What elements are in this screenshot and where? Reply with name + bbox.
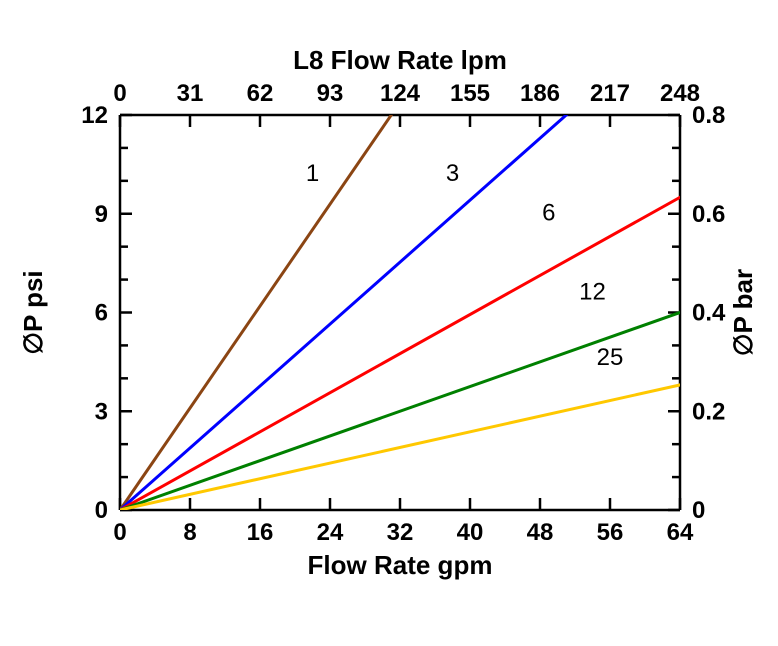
- series-label: 1: [306, 160, 319, 187]
- x-top-tick-label: 62: [247, 80, 274, 107]
- x-top-tick-label: 124: [380, 80, 421, 107]
- x-bottom-tick-label: 24: [317, 519, 344, 546]
- y-right-tick-label: 0.8: [692, 102, 725, 129]
- right-axis-title: ∅P bar: [728, 269, 758, 356]
- x-bottom-tick-label: 16: [247, 519, 274, 546]
- x-top-tick-label: 93: [317, 80, 344, 107]
- flow-rate-pressure-chart: 0816243240485664031629312415518621724803…: [0, 0, 778, 646]
- y-left-tick-label: 0: [95, 497, 108, 524]
- y-right-tick-label: 0.2: [692, 398, 725, 425]
- y-right-tick-label: 0: [692, 497, 705, 524]
- x-bottom-tick-label: 48: [527, 519, 554, 546]
- x-top-tick-label: 0: [113, 80, 126, 107]
- x-top-tick-label: 31: [177, 80, 204, 107]
- y-left-tick-label: 9: [95, 201, 108, 228]
- y-right-tick-label: 0.6: [692, 201, 725, 228]
- x-bottom-tick-label: 64: [667, 519, 694, 546]
- x-bottom-tick-label: 0: [113, 519, 126, 546]
- y-right-tick-label: 0.4: [692, 300, 726, 327]
- series-label: 12: [579, 278, 606, 305]
- y-left-tick-label: 6: [95, 300, 108, 327]
- left-axis-title: ∅P psi: [18, 270, 48, 354]
- x-bottom-tick-label: 56: [597, 519, 624, 546]
- x-bottom-tick-label: 40: [457, 519, 484, 546]
- top-axis-title: L8 Flow Rate lpm: [293, 45, 507, 75]
- series-label: 25: [597, 344, 624, 371]
- x-top-tick-label: 186: [520, 80, 560, 107]
- y-left-tick-label: 12: [81, 102, 108, 129]
- x-bottom-tick-label: 8: [183, 519, 196, 546]
- series-label: 3: [446, 160, 459, 187]
- y-left-tick-label: 3: [95, 398, 108, 425]
- x-top-tick-label: 155: [450, 80, 490, 107]
- x-bottom-tick-label: 32: [387, 519, 414, 546]
- x-top-tick-label: 217: [590, 80, 630, 107]
- series-label: 6: [542, 199, 555, 226]
- bottom-axis-title: Flow Rate gpm: [308, 550, 493, 580]
